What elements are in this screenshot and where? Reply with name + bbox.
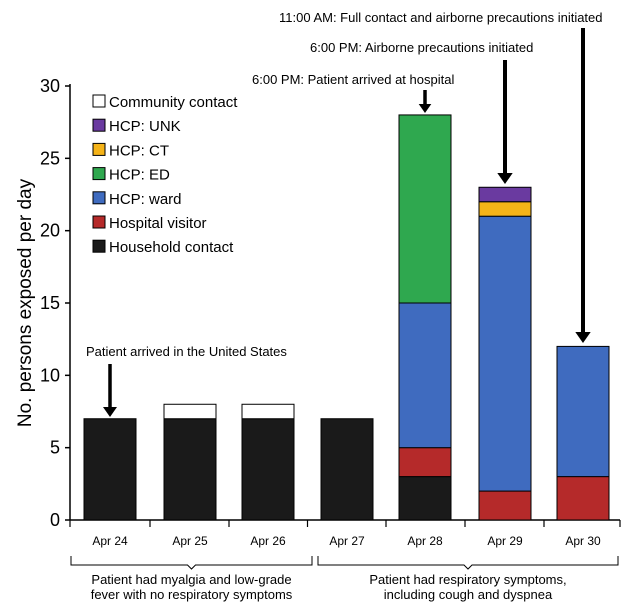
y-tick-label: 5 [50, 438, 60, 458]
bar-segment [320, 418, 374, 521]
period-label: including cough and dyspnea [384, 587, 553, 602]
annotation-label: 6:00 PM: Airborne precautions initiated [310, 40, 533, 55]
x-tick-label: Apr 28 [407, 534, 443, 548]
legend-swatch [92, 142, 106, 156]
y-axis-title: No. persons exposed per day [15, 178, 36, 427]
legend-swatch [92, 215, 106, 229]
annotation-arrow-head [103, 407, 117, 417]
x-tick-label: Apr 25 [172, 534, 208, 548]
bar-segment [398, 302, 452, 449]
annotation-label: 6:00 PM: Patient arrived at hospital [252, 72, 454, 87]
annotation-arrow-head [418, 104, 432, 113]
legend-label: Community contact [109, 94, 238, 111]
bar-segment [556, 476, 610, 521]
y-tick-label: 0 [50, 510, 60, 530]
bar-segment [241, 418, 295, 521]
period-bracket [70, 556, 313, 570]
bar-segment [478, 201, 532, 217]
bars-group [83, 114, 610, 521]
bar-segment [478, 490, 532, 521]
period-label: fever with no respiratory symptoms [91, 587, 293, 602]
bar-segment [556, 345, 610, 478]
annotation-label: Patient arrived in the United States [86, 344, 287, 359]
y-tick-label: 25 [40, 148, 60, 168]
x-tick-label: Apr 29 [487, 534, 523, 548]
legend-swatch [92, 239, 106, 253]
legend-swatch [92, 118, 106, 132]
period-bracket [317, 556, 619, 570]
bar-segment [241, 403, 295, 420]
annotations-group: Patient arrived in the United States 6:00… [86, 10, 603, 417]
legend-label: Household contact [109, 239, 234, 256]
legend-label: Hospital visitor [109, 215, 207, 232]
period-label: Patient had respiratory symptoms, [369, 572, 566, 587]
y-tick-label: 30 [40, 76, 60, 96]
bar-segment [398, 476, 452, 521]
annotation-arrow-head [497, 173, 513, 184]
annotation-arrow-head [575, 332, 591, 343]
bar-segment [163, 418, 217, 521]
annotation-label: 11:00 AM: Full contact and airborne prec… [279, 10, 603, 25]
period-label: Patient had myalgia and low-grade [91, 572, 291, 587]
y-tick-label: 20 [40, 221, 60, 241]
legend-label: HCP: ward [109, 191, 182, 208]
legend-label: HCP: CT [109, 142, 169, 159]
legend-label: HCP: UNK [109, 118, 181, 135]
legend-swatch [92, 94, 106, 108]
x-tick-label: Apr 27 [329, 534, 365, 548]
x-tick-label: Apr 30 [565, 534, 601, 548]
legend-swatch [92, 167, 106, 181]
bar-segment [163, 403, 217, 420]
bar-segment [398, 114, 452, 304]
x-tick-label: Apr 24 [92, 534, 128, 548]
legend-label: HCP: ED [109, 167, 170, 184]
legend-swatch [92, 191, 106, 205]
bar-segment [398, 447, 452, 478]
legend: Community contact HCP: UNK HCP: CT HCP: ED H… [92, 94, 238, 256]
bar-segment [478, 186, 532, 203]
y-tick-label: 10 [40, 365, 60, 385]
bar-segment [83, 418, 137, 521]
y-tick-label: 15 [40, 293, 60, 313]
bar-segment [478, 215, 532, 492]
x-tick-label: Apr 26 [250, 534, 286, 548]
